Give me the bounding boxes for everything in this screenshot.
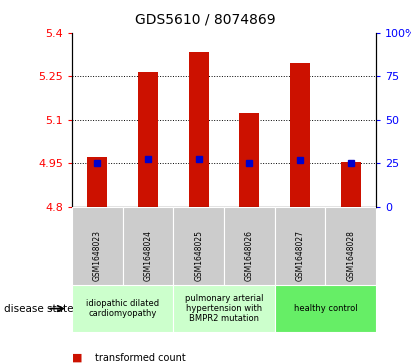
Text: GSM1648024: GSM1648024 xyxy=(143,230,152,281)
Text: GSM1648027: GSM1648027 xyxy=(296,230,305,281)
Bar xyxy=(275,285,376,332)
Bar xyxy=(290,63,310,207)
Text: pulmonary arterial
hypertension with
BMPR2 mutation: pulmonary arterial hypertension with BMP… xyxy=(185,294,263,323)
Bar xyxy=(173,207,224,285)
Bar xyxy=(224,207,275,285)
Text: GSM1648025: GSM1648025 xyxy=(194,230,203,281)
Bar xyxy=(239,113,259,207)
Bar xyxy=(72,207,122,285)
Bar xyxy=(341,162,361,207)
Text: healthy control: healthy control xyxy=(293,304,357,313)
Bar xyxy=(275,207,326,285)
Bar xyxy=(72,285,173,332)
Text: GSM1648028: GSM1648028 xyxy=(346,230,355,281)
Text: GDS5610 / 8074869: GDS5610 / 8074869 xyxy=(135,13,276,27)
Bar xyxy=(122,207,173,285)
Bar xyxy=(189,52,209,207)
Text: idiopathic dilated
cardiomyopathy: idiopathic dilated cardiomyopathy xyxy=(86,299,159,318)
Text: disease state: disease state xyxy=(4,303,74,314)
Bar xyxy=(87,157,107,207)
Bar xyxy=(173,285,275,332)
Bar xyxy=(326,207,376,285)
Bar xyxy=(138,72,158,207)
Text: transformed count: transformed count xyxy=(95,352,185,363)
Text: GSM1648026: GSM1648026 xyxy=(245,230,254,281)
Text: ■: ■ xyxy=(72,352,83,363)
Text: GSM1648023: GSM1648023 xyxy=(93,230,102,281)
